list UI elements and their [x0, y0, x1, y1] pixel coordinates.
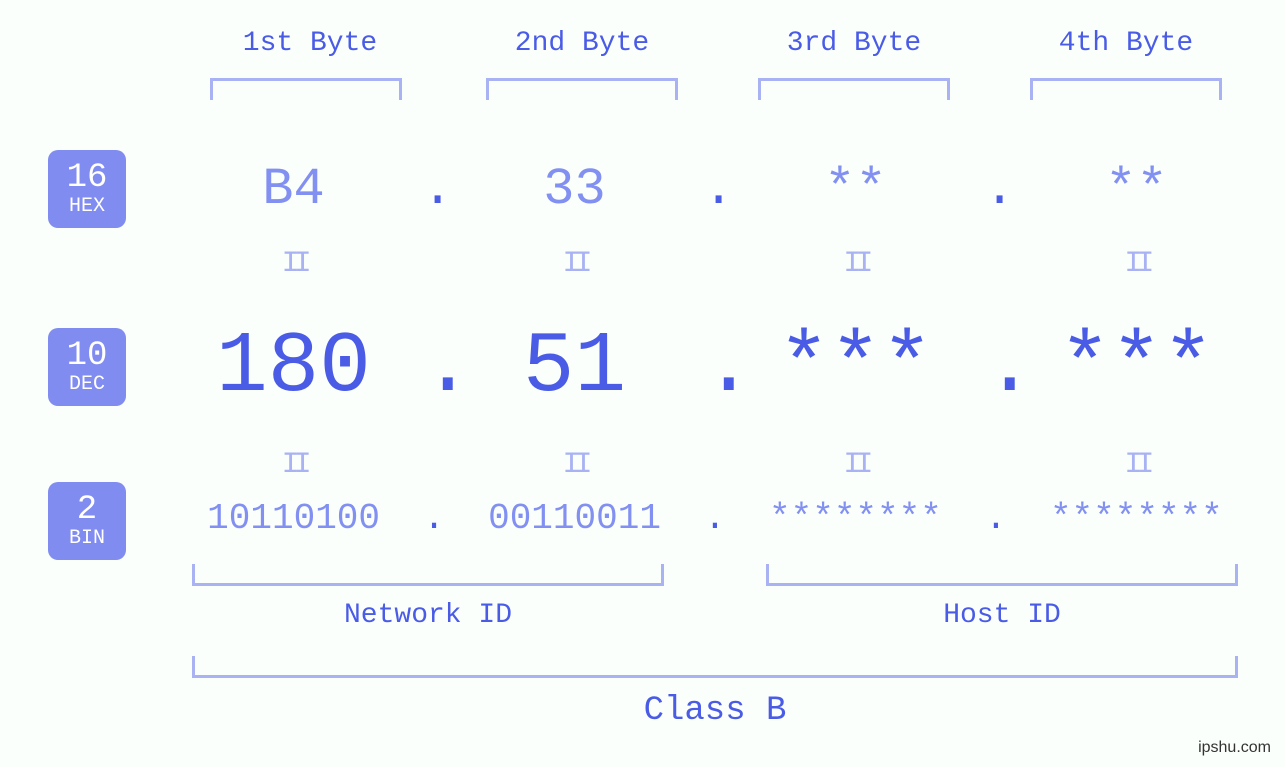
bracket-network-id	[192, 564, 664, 586]
row-hex: B4 . 33 . ** . **	[165, 160, 1265, 219]
dot-icon: .	[984, 498, 1008, 539]
byte-bracket-2	[486, 78, 678, 100]
badge-bin-label: BIN	[69, 529, 105, 549]
equals-icon: II	[727, 448, 984, 482]
badge-dec-label: DEC	[69, 375, 105, 395]
equals-icon: II	[446, 448, 703, 482]
badge-hex: 16 HEX	[48, 150, 126, 228]
bin-byte-1: 10110100	[165, 498, 422, 539]
dot-icon: .	[984, 318, 1008, 416]
bin-byte-2: 00110011	[446, 498, 703, 539]
dot-icon: .	[703, 160, 727, 219]
bin-byte-4: ********	[1008, 498, 1265, 539]
bin-byte-3: ********	[727, 498, 984, 539]
byte-header-4: 4th Byte	[996, 28, 1256, 59]
dot-icon: .	[422, 318, 446, 416]
equals-icon: II	[727, 247, 984, 281]
dot-icon: .	[984, 160, 1008, 219]
dec-byte-2: 51	[446, 318, 703, 416]
hex-byte-3: **	[727, 160, 984, 219]
bracket-class	[192, 656, 1238, 678]
byte-header-3: 3rd Byte	[724, 28, 984, 59]
byte-header-1: 1st Byte	[180, 28, 440, 59]
equals-icon: II	[1008, 448, 1265, 482]
hex-byte-1: B4	[165, 160, 422, 219]
badge-bin-num: 2	[77, 493, 97, 527]
hex-byte-4: **	[1008, 160, 1265, 219]
badge-hex-label: HEX	[69, 197, 105, 217]
equals-icon: II	[446, 247, 703, 281]
badge-hex-num: 16	[67, 161, 108, 195]
dot-icon: .	[422, 160, 446, 219]
hex-byte-2: 33	[446, 160, 703, 219]
equals-row-1: II II II II	[165, 247, 1265, 281]
label-host-id: Host ID	[766, 600, 1238, 631]
dec-byte-1: 180	[165, 318, 422, 416]
byte-bracket-1	[210, 78, 402, 100]
watermark: ipshu.com	[1198, 739, 1271, 757]
dot-icon: .	[703, 498, 727, 539]
label-network-id: Network ID	[192, 600, 664, 631]
dot-icon: .	[703, 318, 727, 416]
badge-bin: 2 BIN	[48, 482, 126, 560]
badge-dec-num: 10	[67, 339, 108, 373]
byte-bracket-3	[758, 78, 950, 100]
row-bin: 10110100 . 00110011 . ******** . *******…	[165, 498, 1265, 539]
bracket-host-id	[766, 564, 1238, 586]
equals-icon: II	[165, 448, 422, 482]
byte-header-2: 2nd Byte	[452, 28, 712, 59]
dec-byte-3: ***	[727, 318, 984, 416]
dec-byte-4: ***	[1008, 318, 1265, 416]
badge-dec: 10 DEC	[48, 328, 126, 406]
dot-icon: .	[422, 498, 446, 539]
equals-icon: II	[165, 247, 422, 281]
equals-row-2: II II II II	[165, 448, 1265, 482]
byte-bracket-4	[1030, 78, 1222, 100]
label-class: Class B	[192, 692, 1238, 730]
row-dec: 180 . 51 . *** . ***	[165, 318, 1265, 416]
equals-icon: II	[1008, 247, 1265, 281]
